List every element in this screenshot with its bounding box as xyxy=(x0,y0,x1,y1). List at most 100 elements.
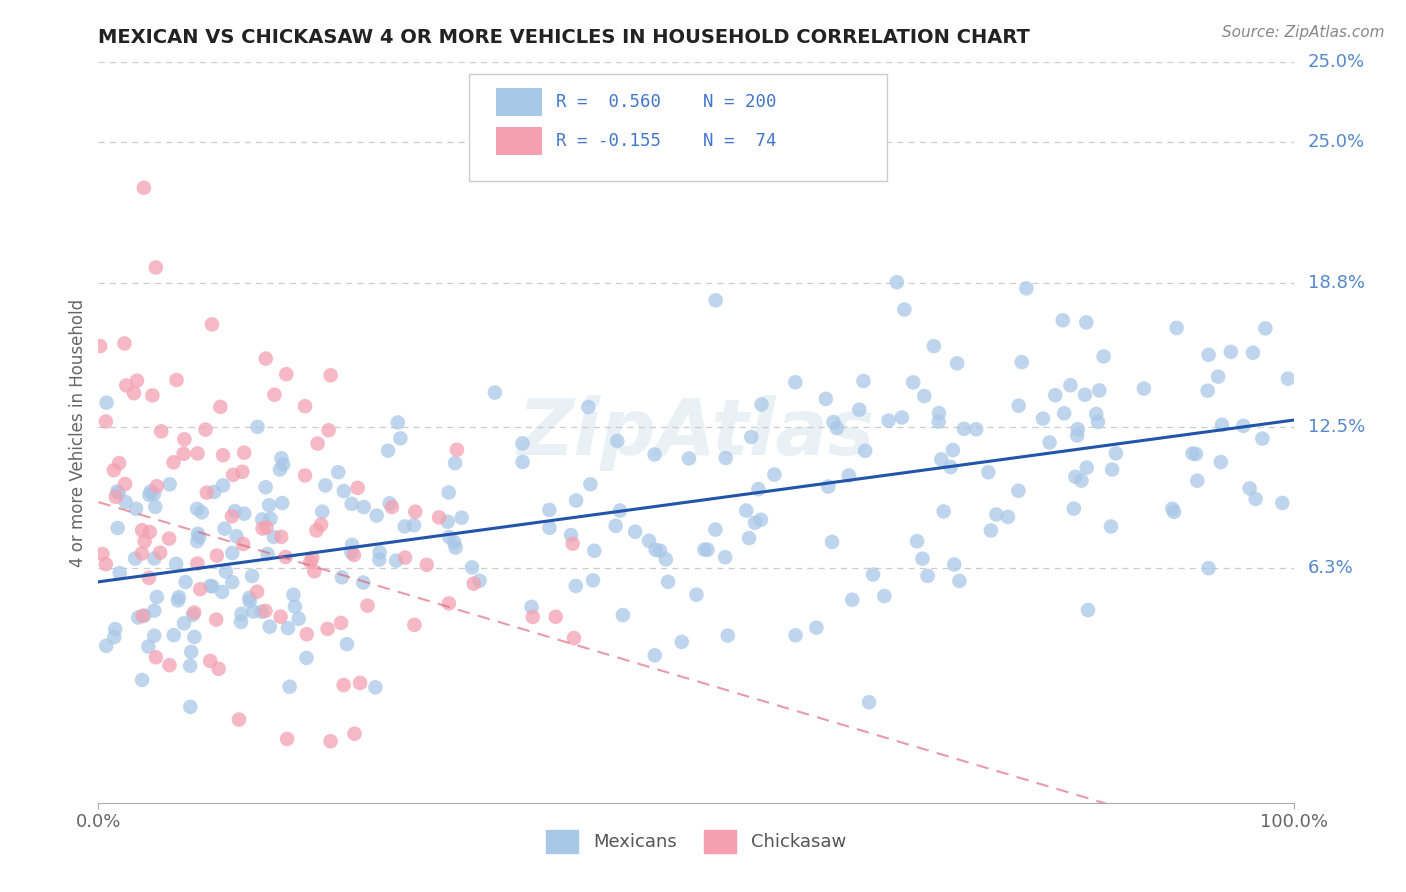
Point xyxy=(301,550,323,565)
Point xyxy=(905,534,928,549)
Point xyxy=(328,465,350,479)
Point xyxy=(785,628,807,642)
Point xyxy=(346,481,368,495)
Point xyxy=(256,520,278,534)
Point xyxy=(1232,418,1254,433)
Point xyxy=(103,630,125,644)
Point xyxy=(167,593,190,607)
Point xyxy=(228,713,250,727)
Point xyxy=(389,431,412,445)
Point xyxy=(917,569,939,583)
Point xyxy=(1185,447,1208,461)
Point xyxy=(538,503,561,517)
Point xyxy=(125,501,148,516)
Point xyxy=(179,699,201,714)
Point xyxy=(259,512,281,526)
Point xyxy=(294,468,316,483)
Point xyxy=(134,608,156,623)
Point xyxy=(1007,483,1029,498)
Point xyxy=(349,676,371,690)
Point xyxy=(240,569,263,583)
Point xyxy=(381,500,404,514)
Point xyxy=(343,727,366,741)
Point xyxy=(183,606,205,620)
Text: R =  0.560    N = 200: R = 0.560 N = 200 xyxy=(557,93,776,111)
Point xyxy=(224,504,246,518)
Point xyxy=(977,465,1000,479)
Point xyxy=(644,648,666,663)
Text: 25.0%: 25.0% xyxy=(1308,133,1365,151)
Point xyxy=(385,554,408,568)
Point xyxy=(1032,411,1054,425)
Point xyxy=(1161,501,1184,516)
Point xyxy=(143,629,166,643)
Point xyxy=(305,524,328,538)
Point xyxy=(107,521,129,535)
Point xyxy=(187,526,209,541)
Point xyxy=(404,505,426,519)
Point xyxy=(138,488,160,502)
Point xyxy=(270,530,292,544)
Point xyxy=(166,373,188,387)
Point xyxy=(114,495,136,509)
Point xyxy=(340,497,363,511)
Point xyxy=(1092,350,1115,364)
Point xyxy=(821,535,844,549)
Point xyxy=(605,518,627,533)
Point xyxy=(212,448,235,462)
Point xyxy=(806,621,828,635)
Point xyxy=(146,590,169,604)
Point xyxy=(1251,432,1274,446)
Point xyxy=(1059,378,1081,392)
Point xyxy=(364,680,387,694)
Point xyxy=(1053,406,1076,420)
Point xyxy=(263,388,285,402)
Legend: Mexicans, Chickasaw: Mexicans, Chickasaw xyxy=(538,822,853,861)
Point xyxy=(232,537,254,551)
Point xyxy=(257,498,280,512)
Point xyxy=(180,645,202,659)
Point xyxy=(747,482,769,496)
Point xyxy=(714,450,737,465)
Point xyxy=(1088,384,1111,398)
Point xyxy=(1101,462,1123,476)
Point xyxy=(145,260,167,275)
Point xyxy=(444,541,467,555)
Point xyxy=(520,599,543,614)
Point xyxy=(221,546,243,560)
Point xyxy=(901,376,924,390)
Point xyxy=(174,575,197,590)
Point xyxy=(143,487,166,501)
FancyBboxPatch shape xyxy=(496,87,541,116)
Point xyxy=(749,513,772,527)
Point xyxy=(173,616,195,631)
Point xyxy=(330,615,353,630)
Point xyxy=(316,622,339,636)
Point xyxy=(394,550,416,565)
Point xyxy=(512,436,534,450)
Point xyxy=(1206,369,1229,384)
Point xyxy=(1076,315,1098,329)
Point xyxy=(997,509,1019,524)
Point xyxy=(873,589,896,603)
Point xyxy=(124,551,146,566)
Point xyxy=(132,180,155,194)
Point xyxy=(738,531,761,545)
Point xyxy=(194,423,217,437)
Point xyxy=(714,550,737,565)
Point xyxy=(145,650,167,665)
Text: 18.8%: 18.8% xyxy=(1308,275,1365,293)
Point xyxy=(134,534,156,549)
Point xyxy=(146,479,169,493)
Point xyxy=(103,463,125,477)
Point xyxy=(165,557,187,571)
Point xyxy=(139,484,162,499)
Point xyxy=(1045,388,1067,402)
Point xyxy=(202,484,225,499)
Point xyxy=(333,484,356,499)
Point xyxy=(173,447,195,461)
Point xyxy=(254,604,277,618)
Point xyxy=(946,356,969,370)
Point xyxy=(157,532,180,546)
Point xyxy=(512,455,534,469)
